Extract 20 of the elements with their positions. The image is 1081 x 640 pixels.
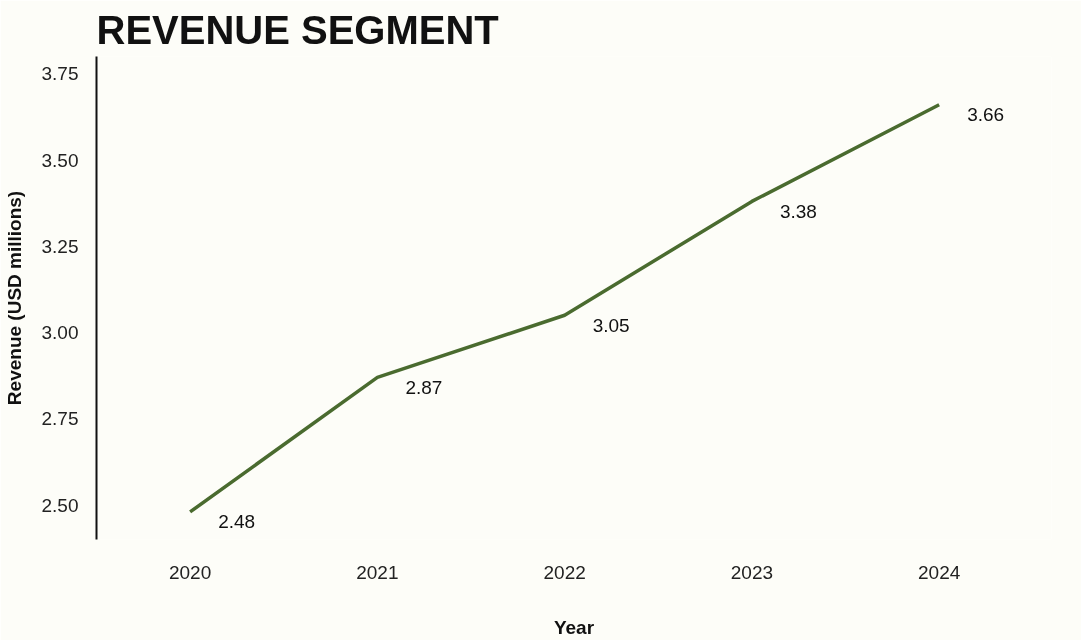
x-tick-label: 2024 <box>918 561 961 583</box>
data-label: 2.48 <box>218 511 256 533</box>
data-label: 2.87 <box>405 376 443 398</box>
y-axis-title: Revenue (USD millions) <box>3 190 25 406</box>
x-tick-label: 2023 <box>730 561 774 583</box>
data-label: 3.66 <box>967 104 1005 126</box>
chart-title: REVENUE SEGMENT <box>96 7 499 52</box>
x-tick-label: 2021 <box>356 561 399 583</box>
data-label: 3.38 <box>779 200 817 222</box>
y-tick-label: 2.50 <box>41 494 79 516</box>
y-tick-label: 2.75 <box>41 408 79 430</box>
x-tick-label: 2020 <box>168 561 212 583</box>
y-tick-label: 3.50 <box>41 149 79 171</box>
y-tick-label: 3.25 <box>41 235 79 257</box>
x-tick-label: 2022 <box>543 561 586 583</box>
line-series <box>188 103 941 514</box>
y-tick-label: 3.00 <box>41 322 79 343</box>
x-axis-title: Year <box>553 616 595 638</box>
data-label: 3.05 <box>592 314 630 336</box>
y-tick-label: 3.75 <box>41 63 79 85</box>
